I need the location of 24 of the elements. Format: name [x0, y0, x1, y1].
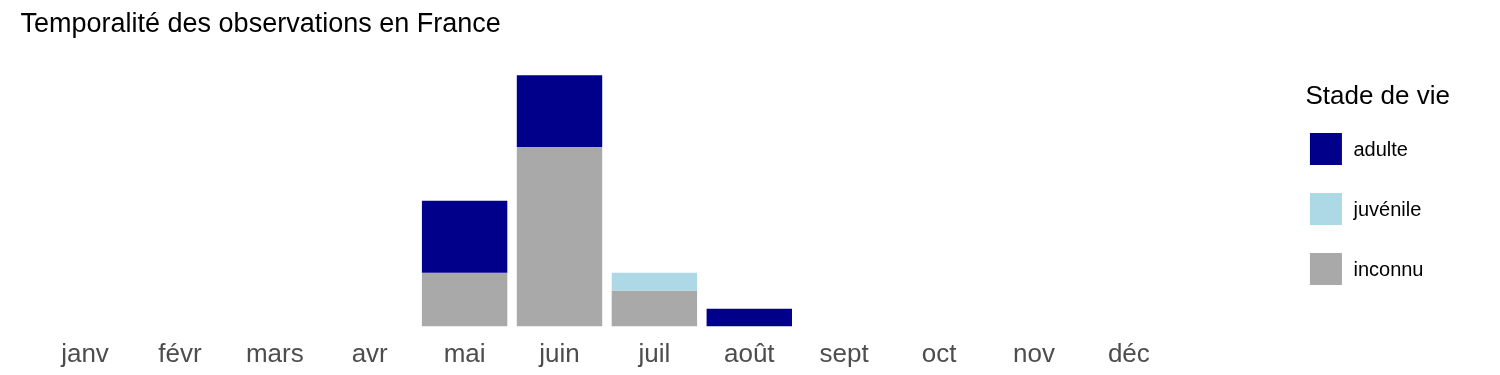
x-tick-label: sept [819, 337, 870, 368]
x-tick-label: janv [60, 337, 109, 368]
x-tick-label: déc [1107, 337, 1150, 368]
legend-label: adulte [1353, 137, 1408, 160]
x-tick-label: févr [158, 337, 202, 368]
bar [516, 75, 603, 148]
x-tick-label: août [723, 337, 776, 368]
x-tick-label: oct [921, 337, 958, 368]
legend-label: juvénile [1353, 197, 1422, 220]
bar [611, 272, 698, 291]
bar [706, 308, 792, 327]
x-tick-label: nov [1013, 337, 1055, 368]
x-tick-label: mai [443, 337, 486, 368]
bar [421, 200, 508, 273]
bar [516, 147, 603, 327]
x-tick-label: juin [538, 337, 580, 368]
chart-title: Temporalité des observations en France [20, 7, 501, 38]
bar [611, 290, 698, 327]
x-tick-label: juil [637, 337, 671, 368]
x-tick-label: mars [245, 337, 304, 368]
legend-label: inconnu [1353, 257, 1424, 280]
legend-title: Stade de vie [1305, 79, 1450, 111]
x-tick-label: avr [351, 337, 389, 368]
bar [421, 272, 508, 327]
